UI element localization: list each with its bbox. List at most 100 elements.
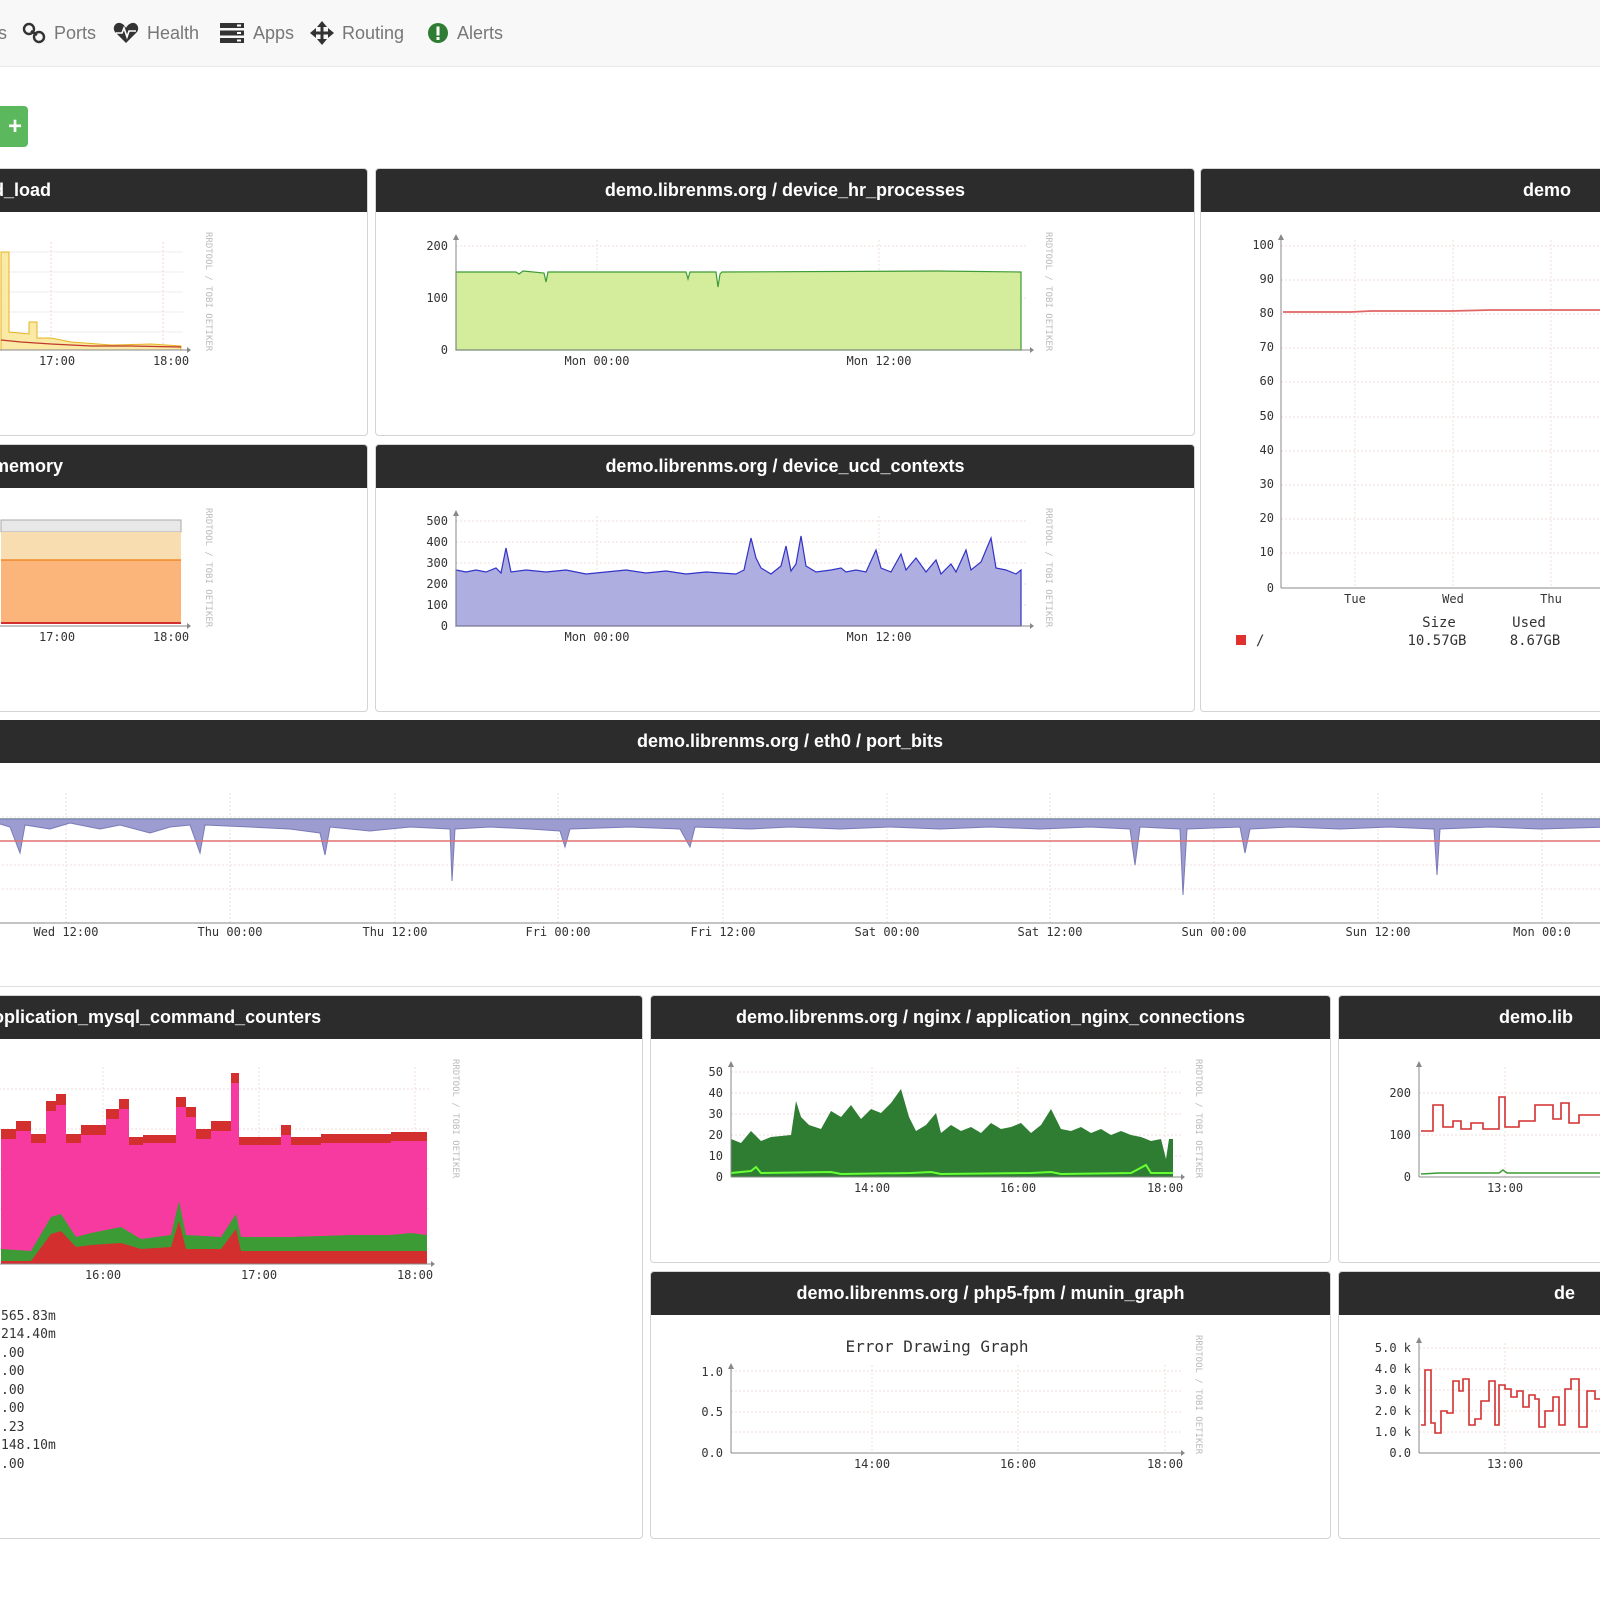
used-value: 8.67GB — [1510, 633, 1561, 649]
x-tick-label: 18:00 — [1147, 1181, 1183, 1195]
y-tick-label: 20 — [1260, 511, 1274, 525]
contexts-graph: 500 400 300 200 100 0 Mon 00:00 Mon 12:0… — [426, 508, 1053, 644]
x-tick-label: Sun 00:00 — [1181, 925, 1246, 939]
widget-storage: demo 100 90 80 70 60 50 40 30 20 10 0 Tu… — [1200, 168, 1600, 712]
legend-value: .00 — [1, 1364, 24, 1379]
plus-icon: + — [7, 112, 22, 140]
rrdtool-watermark: RRDTOOL / TOBI OETIKER — [1043, 232, 1053, 352]
legend-value: .00 — [1, 1401, 24, 1416]
widget-title: de — [1339, 1272, 1600, 1315]
legend-value: .00 — [1, 1457, 24, 1472]
server-icon — [220, 23, 244, 43]
nav-item-health[interactable]: Health — [113, 20, 199, 46]
arrows-icon — [310, 21, 334, 45]
x-tick-label: Mon 00:00 — [564, 354, 629, 368]
widget-port-bits: demo.librenms.org / eth0 / port_bits Wed… — [0, 720, 1600, 940]
y-tick-label: 30 — [709, 1107, 723, 1121]
widget-nginx-connections: demo.librenms.org / nginx / application_… — [650, 995, 1331, 1263]
nav-item-label: Routing — [342, 22, 405, 43]
y-tick-label: 40 — [1260, 443, 1274, 457]
y-tick-label: 200 — [426, 239, 448, 253]
x-tick-label: Thu 12:00 — [362, 925, 427, 939]
widget-title-text: demo.librenms.org / php5-fpm / munin_gra… — [796, 1283, 1185, 1303]
y-tick-label: 0.5 — [701, 1405, 723, 1419]
y-tick-label: 90 — [1260, 272, 1274, 286]
x-tick-label: 16:00 — [1000, 1457, 1036, 1471]
mysql-graph: 16:00 17:00 18:00 RRDTOOL / TOBI OETIKER… — [0, 1059, 460, 1472]
y-tick-label: 300 — [426, 556, 448, 570]
x-tick-label: Wed — [1442, 592, 1464, 606]
widget-contexts: demo.librenms.org / device_ucd_contexts … — [375, 444, 1195, 712]
widget-php-fpm: demo.librenms.org / php5-fpm / munin_gra… — [650, 1271, 1331, 1539]
widget-title-text: oplication_mysql_command_counters — [0, 1007, 322, 1027]
x-tick-label: 17:00 — [39, 354, 75, 368]
legend-value: .23 — [1, 1420, 24, 1435]
rrdtool-watermark: RRDTOOL / TOBI OETIKER — [1193, 1059, 1203, 1179]
widget-title-text: demo.librenms.org / nginx / application_… — [735, 1007, 1246, 1027]
y-tick-label: 0.0 — [701, 1446, 723, 1460]
size-value: 10.57GB — [1407, 633, 1466, 649]
x-tick-label: 14:00 — [854, 1181, 890, 1195]
x-tick-label: Tue — [1344, 592, 1366, 606]
y-tick-label: 20 — [709, 1128, 723, 1142]
nav-item-label: Alerts — [457, 22, 504, 43]
php-graph: Error Drawing Graph 1.0 0.5 0.0 14:00 16… — [701, 1335, 1203, 1471]
memory-graph: 17:00 18:00 RRDTOOL / TOBI OETIKER — [0, 508, 213, 644]
x-tick-label: Sat 00:00 — [854, 925, 919, 939]
nav-item-truncated[interactable]: s — [0, 20, 7, 46]
y-tick-label: 1.0 k — [1375, 1425, 1412, 1439]
exclamation-circle-icon — [428, 23, 448, 43]
rrdtool-watermark: RRDTOOL / TOBI OETIKER — [450, 1059, 460, 1179]
y-tick-label: 60 — [1260, 374, 1274, 388]
widget-title-text: demo.librenms.org / device_ucd_contexts — [605, 456, 965, 476]
widget-title-text: de — [1554, 1283, 1576, 1303]
load-graph: 17:00 18:00 RRDTOOL / TOBI OETIKER — [0, 232, 213, 368]
y-tick-label: 3.0 k — [1375, 1383, 1412, 1397]
widget-title: demo.librenms.org / eth0 / port_bits — [0, 720, 1600, 763]
widget-title: oplication_mysql_command_counters — [0, 996, 642, 1039]
y-tick-label: 30 — [1260, 477, 1274, 491]
y-tick-label: 0 — [1267, 581, 1274, 595]
nav-item-routing[interactable]: Routing — [310, 20, 404, 46]
widget-title: demo.librenms.org / php5-fpm / munin_gra… — [651, 1272, 1330, 1315]
widget-title: demo — [1201, 169, 1600, 212]
x-tick-label: Mon 00:00 — [564, 630, 629, 644]
y-tick-label: 100 — [1252, 238, 1274, 252]
nginx-graph: 50 40 30 20 10 0 14:00 16:00 18:00 RRDTO… — [709, 1059, 1203, 1195]
y-tick-label: 10 — [1260, 545, 1274, 559]
legend-value: .00 — [1, 1346, 24, 1361]
y-tick-label: 200 — [426, 577, 448, 591]
rrdtool-watermark: RRDTOOL / TOBI OETIKER — [203, 508, 213, 628]
x-tick-label: 18:00 — [153, 354, 189, 368]
nav-item-ports[interactable]: Ports — [22, 20, 96, 46]
nav-item-apps[interactable]: Apps — [219, 20, 294, 46]
y-tick-label: 4.0 k — [1375, 1362, 1412, 1376]
nav-item-alerts[interactable]: Alerts — [427, 20, 503, 46]
nav-item-label: Apps — [253, 22, 295, 43]
add-widget-button[interactable]: + — [0, 106, 28, 147]
size-header: Size — [1422, 615, 1456, 631]
x-tick-label: Thu 00:00 — [197, 925, 262, 939]
storage-graph: 100 90 80 70 60 50 40 30 20 10 0 Tue Wed… — [1236, 234, 1600, 649]
widget-load: d_load 17:00 18:00 RRDTOOL / TOBI OETIKE… — [0, 168, 368, 436]
widget-title-text: demo — [1523, 180, 1572, 200]
error-message: Error Drawing Graph — [845, 1337, 1028, 1356]
y-tick-label: 50 — [709, 1065, 723, 1079]
y-tick-label: 0 — [441, 343, 448, 357]
x-tick-label: 16:00 — [85, 1268, 121, 1282]
x-tick-label: 18:00 — [153, 630, 189, 644]
widget-title-text: demo.librenms.org / eth0 / port_bits — [636, 731, 944, 751]
legend-value: 214.40m — [1, 1327, 56, 1342]
x-tick-label: 18:00 — [397, 1268, 433, 1282]
x-tick-label: 16:00 — [1000, 1181, 1036, 1195]
nav-item-label: Health — [147, 22, 200, 43]
y-tick-label: 400 — [426, 535, 448, 549]
widget-de: de 5.0 k 4.0 k 3.0 k 2.0 k 1.0 k 0.0 13:… — [1338, 1271, 1600, 1539]
y-tick-label: 0 — [1404, 1170, 1411, 1184]
rrdtool-watermark: RRDTOOL / TOBI OETIKER — [1043, 508, 1053, 628]
heartbeat-icon — [113, 22, 139, 43]
link-icon — [22, 22, 46, 44]
rrdtool-watermark: RRDTOOL / TOBI OETIKER — [1193, 1335, 1203, 1455]
x-tick-label: 17:00 — [241, 1268, 277, 1282]
widget-title: demo.librenms.org / nginx / application_… — [651, 996, 1330, 1039]
